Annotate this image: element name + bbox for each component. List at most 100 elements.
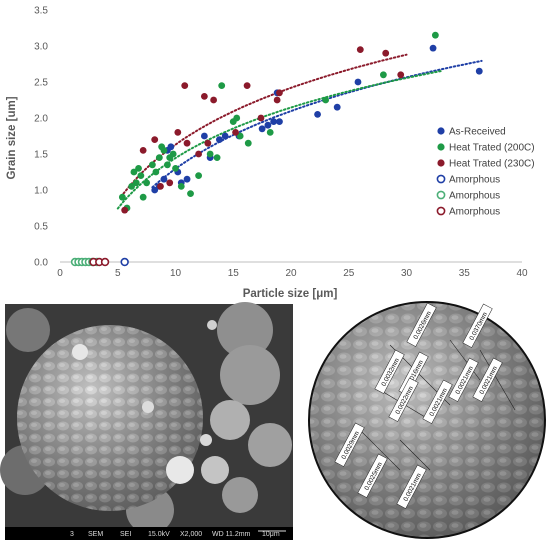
trendline — [116, 70, 443, 210]
data-point — [152, 168, 160, 176]
y-tick-label: 1.5 — [34, 150, 48, 161]
data-point — [244, 139, 252, 147]
legend-label: As-Received — [449, 127, 506, 138]
y-tick-label: 0.5 — [34, 222, 48, 233]
measurement-label-box — [357, 453, 388, 498]
data-point — [356, 46, 364, 53]
sem-info-type: SEM — [88, 531, 103, 538]
x-tick-label: 0 — [57, 268, 63, 279]
legend-marker — [436, 190, 446, 200]
sem-info-voltage: 15.0kV — [148, 531, 170, 538]
data-point — [139, 193, 147, 201]
data-point — [200, 132, 208, 140]
data-point — [236, 132, 244, 140]
data-point — [155, 154, 163, 162]
trendline — [151, 59, 483, 189]
y-tick-label: 1.0 — [34, 186, 48, 197]
measurement-label-box — [334, 422, 365, 467]
measurement-label-box — [406, 302, 437, 347]
data-point — [183, 139, 191, 147]
sem-info-detector: SEI — [120, 531, 131, 538]
scatter-plot: 0 5 10 15 20 25 30 35 40 0.0 0.5 1.0 1.5 2.0 2.5 3.0 3.… — [6, 6, 535, 301]
x-tick-label: 5 — [115, 268, 121, 279]
trendlines — [116, 53, 483, 210]
data-point — [257, 114, 265, 122]
data-point — [100, 257, 110, 267]
data-point — [120, 257, 129, 267]
data-point — [151, 186, 159, 194]
data-point — [121, 206, 129, 214]
data-point — [160, 147, 168, 154]
data-point — [132, 179, 140, 187]
data-point — [429, 44, 437, 52]
measurement-label-box — [448, 357, 479, 402]
data-point — [172, 165, 179, 172]
sem-info-scale: 10μm — [262, 531, 280, 538]
y-axis-label: Grain size [um] — [6, 96, 18, 179]
data-point — [314, 111, 321, 118]
legend-marker — [437, 159, 445, 167]
sem-info-magnification: X2,000 — [180, 531, 202, 538]
data-point — [382, 49, 390, 57]
data-point — [149, 161, 156, 169]
data-point — [164, 161, 171, 169]
data-point — [181, 82, 189, 89]
measurement-label-box — [462, 303, 493, 348]
data-point — [157, 183, 164, 190]
x-tick-label: 40 — [516, 268, 528, 279]
data-point — [118, 193, 126, 201]
measurement-label-box — [396, 464, 427, 509]
data-point — [218, 82, 226, 89]
data-point — [276, 89, 283, 97]
data-point — [160, 175, 168, 183]
data-point — [276, 118, 283, 125]
x-tick-label: 35 — [459, 268, 471, 279]
y-tick-labels: 0.0 0.5 1.0 1.5 2.0 2.5 3.0 3.5 — [34, 6, 48, 269]
data-point — [322, 96, 330, 104]
data-point — [273, 96, 281, 104]
data-point — [232, 129, 239, 136]
data-point — [128, 183, 136, 190]
data-point — [169, 150, 177, 158]
data-point — [130, 168, 138, 176]
legend-marker — [436, 174, 446, 184]
sem-info-mag-number: 3 — [70, 531, 74, 538]
data-point — [270, 118, 278, 125]
legend-label: Heat Trated (200C) — [449, 143, 535, 154]
data-point — [139, 147, 147, 154]
legend-label: Heat Trated (230C) — [449, 159, 535, 170]
sem-image-left: 3 SEM SEI 15.0kV X2,000 WD 11.2mm 10μm — [0, 302, 293, 540]
legend-label: Amorphous — [449, 175, 500, 186]
data-point — [206, 150, 214, 158]
data-point — [215, 136, 223, 144]
x-tick-label: 15 — [228, 268, 240, 279]
y-tick-label: 0.0 — [34, 258, 48, 269]
measurement-label-box — [374, 349, 405, 394]
y-tick-label: 3.5 — [34, 6, 48, 17]
data-point — [204, 139, 212, 147]
data-point — [397, 71, 405, 79]
data-point — [354, 78, 362, 86]
data-point — [380, 71, 387, 79]
data-point — [266, 129, 274, 136]
measurement-label-box — [422, 379, 453, 424]
y-tick-label: 3.0 — [34, 42, 48, 53]
x-axis-label: Particle size [μm] — [243, 288, 338, 300]
data-point — [187, 190, 194, 198]
legend-marker — [437, 143, 445, 151]
data-point — [166, 179, 174, 187]
x-tick-label: 20 — [285, 268, 297, 279]
data-point — [135, 165, 142, 172]
y-tick-label: 2.5 — [34, 78, 48, 89]
data-point — [151, 136, 159, 144]
data-point — [210, 96, 218, 104]
data-point — [264, 121, 272, 129]
data-point — [233, 114, 241, 122]
measurement-label-box — [472, 357, 503, 402]
data-point — [195, 150, 203, 158]
sem-info-working-distance: WD 11.2mm — [212, 531, 251, 538]
data-point — [177, 183, 185, 190]
x-tick-label: 10 — [170, 268, 182, 279]
